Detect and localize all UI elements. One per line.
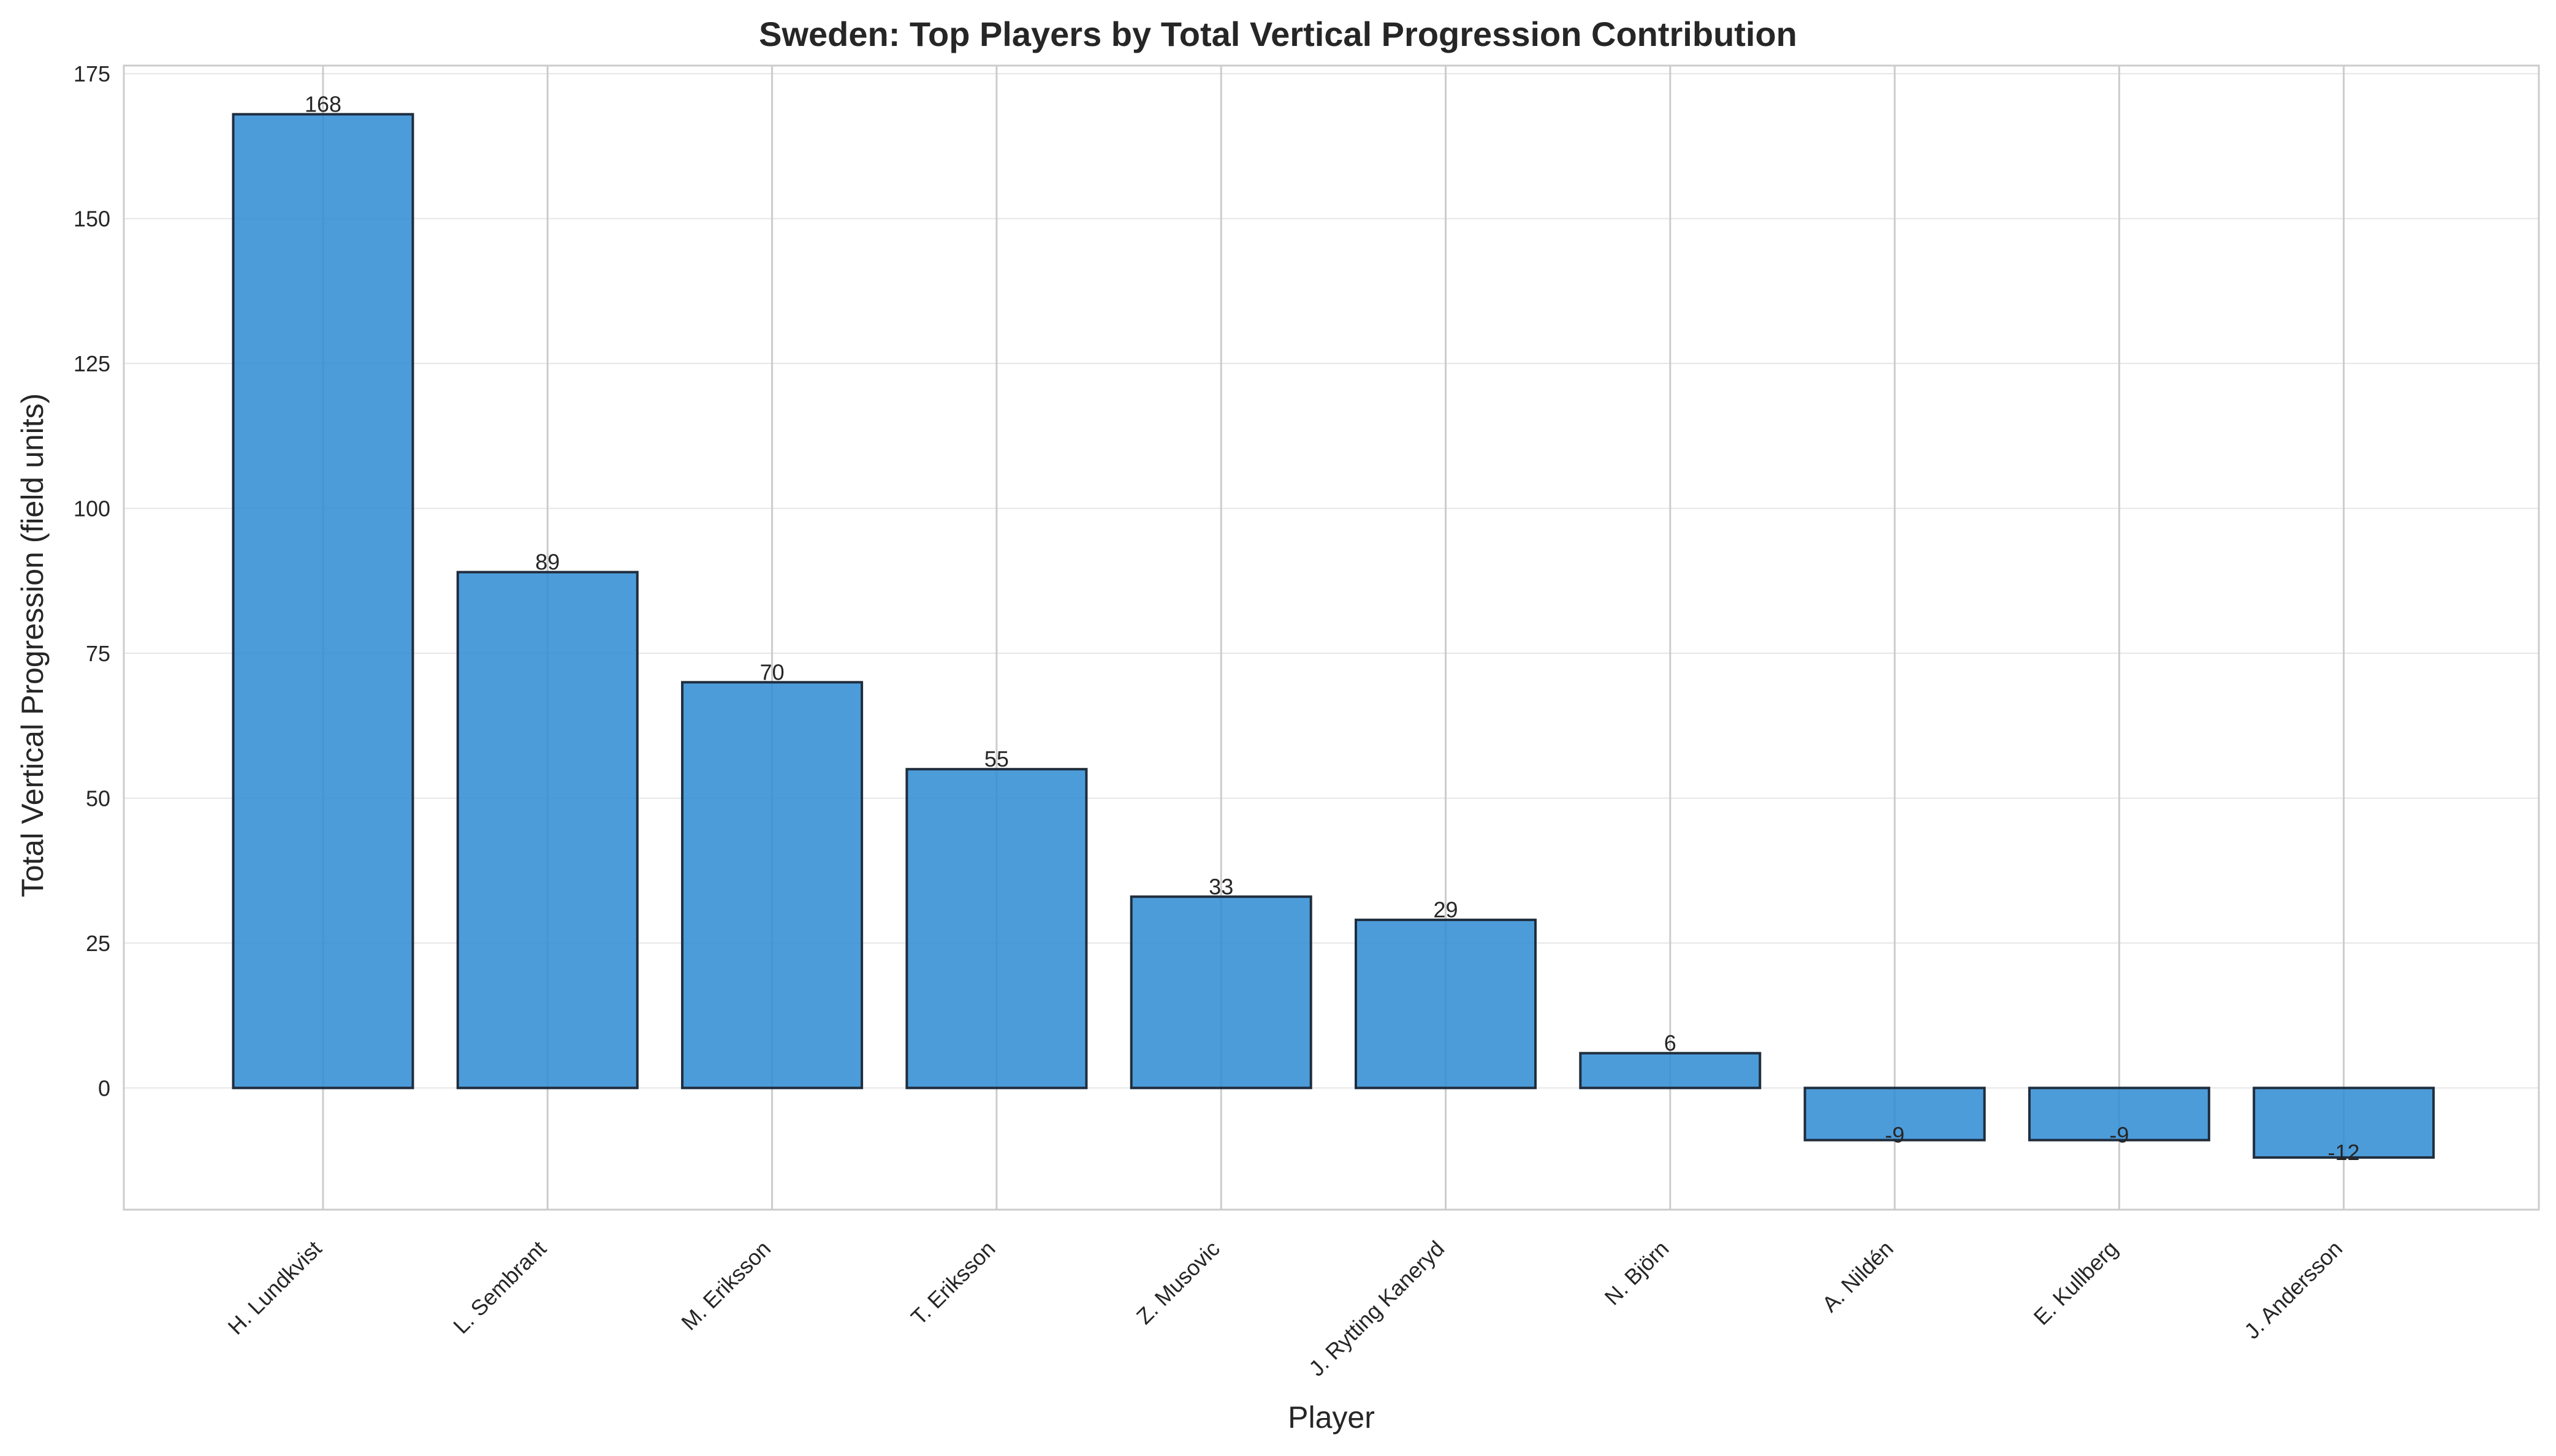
chart-title: Sweden: Top Players by Total Vertical Pr… (759, 15, 1797, 53)
bar (2253, 1086, 2435, 1159)
bar (681, 681, 864, 1090)
x-tick-label: J. Rytting Kaneryd (1304, 1236, 1449, 1381)
bar (2028, 1086, 2210, 1142)
data-label: -12 (2328, 1140, 2360, 1165)
y-tick-label: 150 (74, 207, 110, 232)
bar (1803, 1086, 1986, 1142)
bar (456, 571, 639, 1090)
data-label: 55 (984, 746, 1009, 772)
y-tick-label: 100 (74, 496, 110, 521)
bar (1130, 895, 1312, 1090)
x-tick-label: M. Eriksson (676, 1236, 775, 1335)
data-label: 6 (1664, 1031, 1676, 1056)
x-tick-label: J. Andersson (2239, 1236, 2347, 1344)
x-tick-label: E. Kullberg (2029, 1236, 2123, 1330)
x-tick-label: N. Björn (1600, 1236, 1674, 1310)
bar (905, 768, 1088, 1090)
y-axis-label: Total Vertical Progression (field units) (15, 393, 50, 898)
y-tick-label: 0 (98, 1075, 110, 1101)
data-label: 70 (760, 659, 785, 684)
bar (1355, 919, 1537, 1090)
plot-frame (123, 64, 2540, 1211)
x-axis-label: Player (1288, 1400, 1375, 1435)
tick-labels: 0 25 50 75 100 125 150 175 H. Lundkvist L. Sembra… (74, 61, 2347, 1381)
x-tick-label: H. Lundkvist (223, 1236, 327, 1340)
data-label: 168 (305, 91, 341, 116)
data-label: -9 (2109, 1123, 2129, 1148)
bar (1579, 1052, 1762, 1090)
x-tick-label: T. Eriksson (906, 1236, 1000, 1330)
y-tick-label: 50 (86, 786, 110, 811)
x-tick-label: L. Sembrant (448, 1236, 551, 1339)
bars (232, 113, 2435, 1159)
data-label: -9 (1885, 1123, 1904, 1148)
data-label: 33 (1209, 874, 1233, 899)
data-labels: 168 89 70 55 33 29 6 -9 -9 -12 (305, 91, 2360, 1164)
y-tick-label: 75 (86, 641, 110, 666)
data-label: 29 (1433, 897, 1458, 922)
y-tick-label: 175 (74, 61, 110, 86)
y-tick-label: 25 (86, 931, 110, 956)
y-tick-label: 125 (74, 351, 110, 376)
x-tick-label: A. Nildén (1817, 1236, 1898, 1317)
x-tick-label: Z. Musovic (1132, 1236, 1225, 1329)
data-label: 89 (535, 550, 560, 575)
bar (232, 113, 414, 1090)
